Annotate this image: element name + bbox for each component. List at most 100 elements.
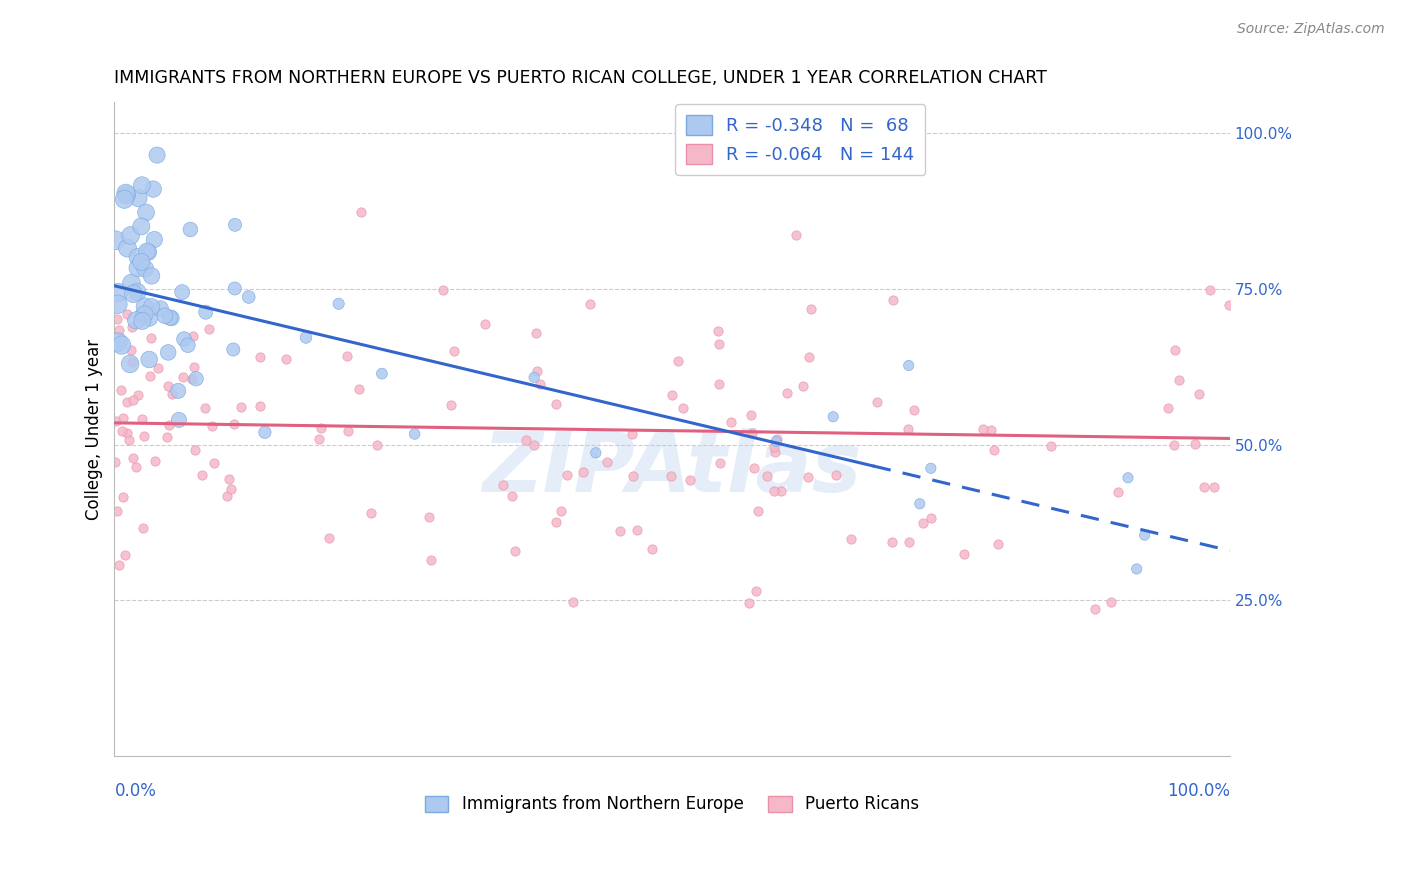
Point <box>882 293 904 308</box>
Point <box>127 250 149 264</box>
Point <box>122 286 145 301</box>
Point <box>167 413 190 427</box>
Point <box>1164 343 1187 358</box>
Point <box>419 552 441 566</box>
Point <box>666 354 689 368</box>
Point <box>621 427 644 442</box>
Point <box>987 537 1010 551</box>
Point <box>366 437 388 451</box>
Point <box>167 384 190 398</box>
Point <box>571 465 593 479</box>
Point <box>839 532 862 546</box>
Point <box>328 297 350 311</box>
Text: Source: ZipAtlas.com: Source: ZipAtlas.com <box>1237 22 1385 37</box>
Point <box>107 335 129 350</box>
Point <box>127 285 149 299</box>
Point <box>179 222 201 236</box>
Point <box>492 478 515 492</box>
Point <box>108 558 131 572</box>
Point <box>121 343 143 358</box>
Point <box>550 504 572 518</box>
Point <box>1133 528 1156 542</box>
Point <box>143 233 166 247</box>
Point <box>980 423 1002 437</box>
Point <box>131 219 153 234</box>
Point <box>824 468 846 483</box>
Point <box>120 357 142 371</box>
Point <box>596 454 619 468</box>
Point <box>159 310 181 325</box>
Point <box>104 455 127 469</box>
Point <box>709 376 731 391</box>
Point <box>295 330 318 344</box>
Point <box>797 351 820 365</box>
Point <box>474 317 496 331</box>
Point <box>122 392 145 407</box>
Point <box>503 544 526 558</box>
Point <box>679 473 702 487</box>
Point <box>183 360 205 375</box>
Text: 100.0%: 100.0% <box>1167 782 1230 800</box>
Point <box>172 369 194 384</box>
Point <box>173 332 195 346</box>
Point <box>145 454 167 468</box>
Point <box>157 417 180 432</box>
Point <box>661 388 683 402</box>
Point <box>115 425 138 440</box>
Point <box>738 596 761 610</box>
Point <box>641 542 664 557</box>
Point <box>1168 373 1191 387</box>
Point <box>920 461 942 475</box>
Point <box>142 182 165 196</box>
Point <box>107 297 129 311</box>
Point <box>1125 562 1147 576</box>
Point <box>561 595 583 609</box>
Point <box>153 309 176 323</box>
Point <box>115 188 138 202</box>
Point <box>117 241 139 255</box>
Point <box>983 443 1005 458</box>
Point <box>132 521 155 535</box>
Point <box>253 425 276 440</box>
Point <box>763 444 786 458</box>
Point <box>555 468 578 483</box>
Point <box>360 506 382 520</box>
Text: ZIPAtlas: ZIPAtlas <box>482 428 862 508</box>
Point <box>107 285 129 300</box>
Point <box>1099 595 1122 609</box>
Point <box>1163 438 1185 452</box>
Point <box>124 460 146 475</box>
Point <box>756 469 779 483</box>
Point <box>110 338 132 352</box>
Point <box>659 468 682 483</box>
Point <box>121 276 143 290</box>
Point <box>141 268 163 283</box>
Point <box>112 491 135 505</box>
Point <box>184 442 207 457</box>
Point <box>720 416 742 430</box>
Point <box>115 186 138 201</box>
Point <box>440 398 463 412</box>
Point <box>523 438 546 452</box>
Point <box>155 430 177 444</box>
Point <box>898 534 921 549</box>
Point <box>132 309 155 323</box>
Point <box>127 191 149 205</box>
Point <box>160 387 183 401</box>
Y-axis label: College, Under 1 year: College, Under 1 year <box>86 339 103 520</box>
Point <box>336 425 359 439</box>
Point <box>897 359 920 373</box>
Point <box>118 434 141 448</box>
Point <box>135 205 157 219</box>
Point <box>218 472 240 486</box>
Point <box>762 483 785 498</box>
Point <box>501 489 523 503</box>
Point <box>546 397 568 411</box>
Point <box>526 364 548 378</box>
Point <box>1202 479 1225 493</box>
Point <box>776 386 799 401</box>
Point <box>110 383 132 397</box>
Point <box>308 432 330 446</box>
Point <box>194 305 217 319</box>
Point <box>770 483 793 498</box>
